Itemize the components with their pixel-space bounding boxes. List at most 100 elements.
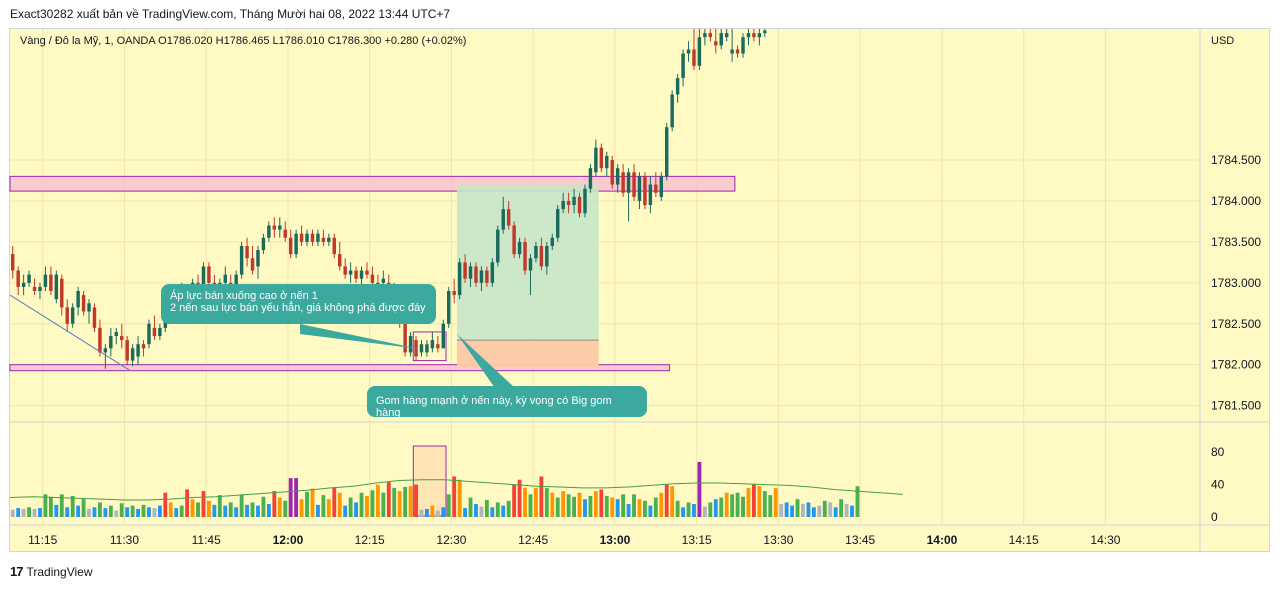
candle-body bbox=[583, 188, 587, 214]
callout-pointer-1 bbox=[300, 324, 420, 349]
volume-bar bbox=[779, 504, 784, 517]
volume-bar bbox=[310, 488, 315, 517]
candle-body bbox=[250, 258, 255, 271]
volume-bar bbox=[566, 494, 571, 517]
candle-body bbox=[65, 307, 69, 324]
time-tick-label: 11:15 bbox=[28, 533, 57, 547]
candle-body bbox=[92, 307, 97, 328]
candle-body bbox=[501, 209, 505, 230]
candle-body bbox=[610, 160, 614, 185]
volume-bar bbox=[294, 478, 299, 517]
candle-body bbox=[452, 291, 456, 296]
candle-body bbox=[556, 209, 560, 238]
time-tick-label: 12:45 bbox=[518, 533, 548, 547]
volume-bar bbox=[141, 504, 146, 517]
volume-bar bbox=[801, 504, 805, 517]
time-tick-label: 11:45 bbox=[192, 533, 221, 547]
volume-bar bbox=[359, 492, 364, 517]
volume-bar bbox=[648, 505, 653, 517]
volume-bar bbox=[697, 461, 702, 517]
volume-bar bbox=[43, 494, 48, 517]
volume-ma-line bbox=[9, 479, 903, 501]
candle-body bbox=[109, 336, 113, 349]
volume-bar bbox=[179, 505, 184, 517]
candle-body bbox=[566, 200, 571, 206]
candle-body bbox=[626, 172, 631, 193]
volume-bar bbox=[316, 504, 320, 517]
candle-body bbox=[70, 307, 75, 324]
candle-body bbox=[267, 225, 271, 238]
candle-body bbox=[523, 241, 527, 271]
candle-body bbox=[436, 344, 440, 349]
volume-bar bbox=[501, 505, 506, 517]
symbol-info: Vàng / Đô la Mỹ, 1, OANDA O1786.020 H178… bbox=[20, 35, 467, 47]
volume-bar bbox=[92, 507, 97, 517]
time-tick-label: 13:30 bbox=[763, 533, 793, 547]
candle-body bbox=[746, 33, 751, 38]
candle-body bbox=[27, 274, 31, 283]
candle-body bbox=[158, 327, 162, 337]
candle-body bbox=[763, 30, 767, 34]
candle-body bbox=[675, 78, 680, 95]
volume-bar bbox=[419, 509, 424, 517]
candle-body bbox=[223, 274, 227, 283]
candle-body bbox=[588, 168, 593, 189]
time-tick-label: 13:00 bbox=[600, 533, 631, 547]
candle-body bbox=[724, 33, 729, 38]
price-tick-label: 1781.500 bbox=[1211, 399, 1261, 413]
volume-bar bbox=[828, 502, 833, 517]
volume-bar bbox=[484, 499, 489, 517]
candle-body bbox=[692, 49, 696, 66]
candle-body bbox=[463, 262, 467, 279]
candle-body bbox=[757, 33, 762, 38]
candle-body bbox=[147, 323, 151, 345]
candle-body bbox=[643, 176, 647, 206]
footer: 17 TradingView bbox=[10, 564, 93, 579]
volume-bar bbox=[326, 499, 331, 517]
volume-bar bbox=[773, 487, 778, 517]
candle-body bbox=[468, 266, 473, 279]
volume-bar bbox=[381, 492, 386, 517]
volume-bar bbox=[430, 505, 435, 517]
candle-body bbox=[136, 344, 140, 357]
annotation-line-2: 2 nến sau lực bán yếu hẳn, giá không phá… bbox=[170, 302, 426, 314]
zones-layer bbox=[9, 175, 736, 517]
chart-frame[interactable] bbox=[9, 28, 1270, 552]
volume-bar bbox=[599, 489, 604, 517]
candle-body bbox=[425, 344, 429, 353]
volume-bar bbox=[653, 497, 658, 517]
volume-bar bbox=[544, 487, 549, 517]
volume-bar bbox=[59, 494, 64, 517]
price-tick-label: 1783.500 bbox=[1211, 235, 1261, 249]
candle-body bbox=[305, 233, 309, 242]
callout-pointer-2 bbox=[457, 334, 515, 388]
candle-body bbox=[141, 344, 146, 349]
price-axis-bg bbox=[1200, 29, 1269, 525]
volume-bar bbox=[452, 476, 457, 517]
volume-bar bbox=[332, 487, 337, 517]
volume-bar bbox=[741, 496, 745, 517]
candle-body bbox=[550, 237, 554, 246]
volume-bar bbox=[762, 491, 767, 517]
time-tick-label: 13:15 bbox=[682, 533, 712, 547]
volume-bar bbox=[833, 507, 838, 517]
volume-bar bbox=[348, 497, 353, 517]
candle-body bbox=[54, 274, 59, 300]
volume-bar bbox=[163, 492, 168, 517]
annotation-callout-1[interactable]: Áp lực bán xuống cao ở nến 1 2 nến sau l… bbox=[161, 284, 436, 324]
volume-bar bbox=[550, 492, 555, 517]
candle-body bbox=[572, 196, 576, 206]
volume-bar bbox=[490, 507, 495, 517]
candle-body bbox=[474, 266, 478, 283]
time-tick-label: 14:15 bbox=[1009, 533, 1039, 547]
volume-bar bbox=[577, 492, 582, 517]
candle-body bbox=[103, 348, 108, 353]
volume-bar bbox=[446, 494, 451, 517]
candle-body bbox=[534, 245, 538, 259]
annotation-callout-2[interactable]: Gom hàng mạnh ở nến này, kỳ vọng có Big … bbox=[367, 386, 647, 419]
tradingview-logo[interactable]: 17 bbox=[10, 564, 24, 579]
volume-bar bbox=[528, 494, 533, 517]
publish-info: Exact30282 xuất bản về TradingView.com, … bbox=[10, 7, 451, 21]
candle-body bbox=[338, 254, 342, 267]
